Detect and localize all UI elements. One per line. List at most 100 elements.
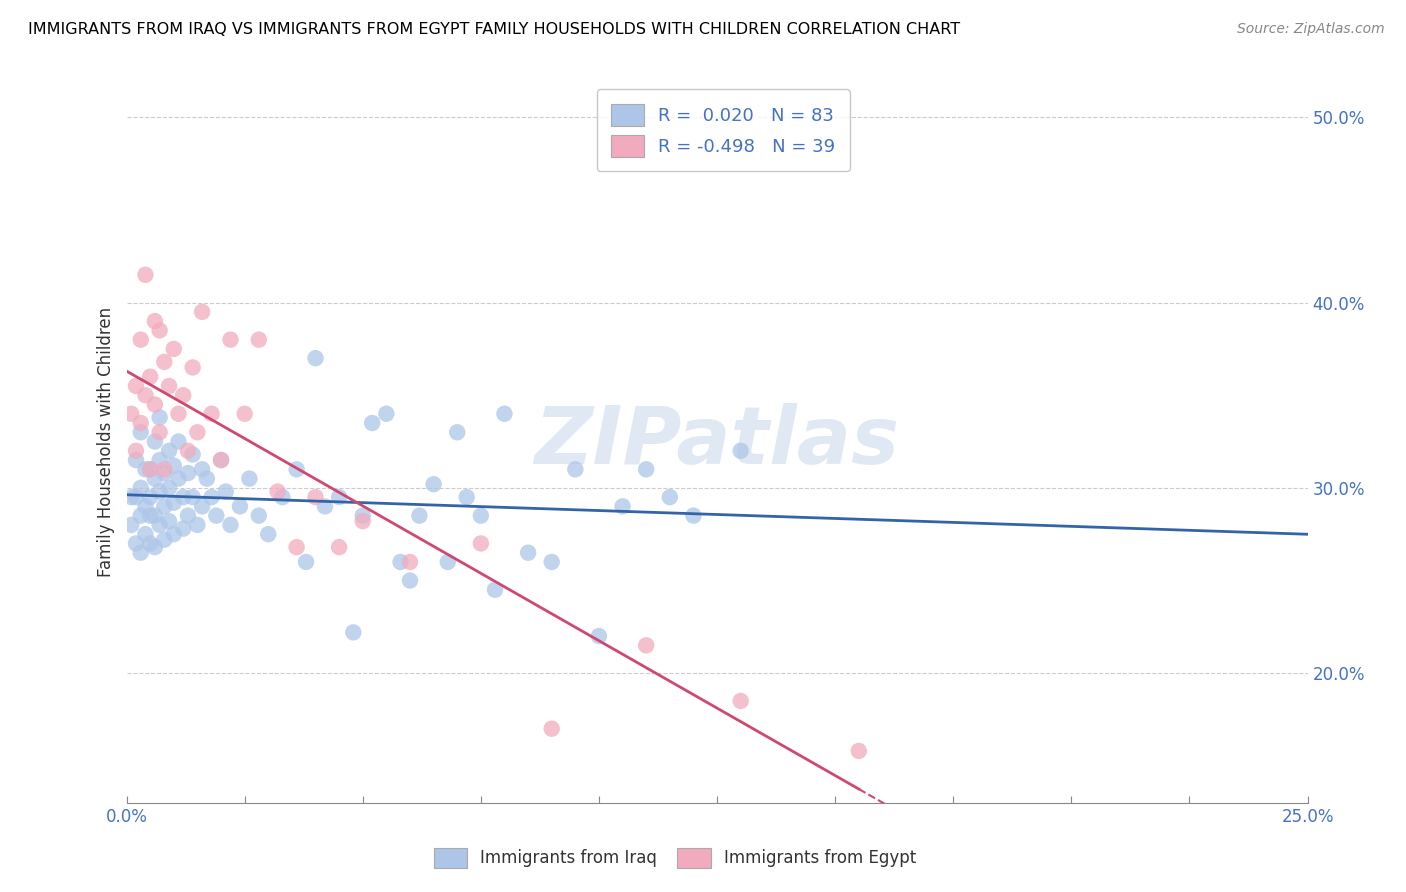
- Legend: R =  0.020   N = 83, R = -0.498   N = 39: R = 0.020 N = 83, R = -0.498 N = 39: [596, 89, 849, 171]
- Point: [163, 342, 186, 356]
- Point: [422, 477, 444, 491]
- Point: [129, 425, 152, 440]
- Point: [153, 533, 176, 547]
- Point: [177, 443, 200, 458]
- Point: [314, 500, 336, 514]
- Point: [408, 508, 430, 523]
- Point: [129, 508, 152, 523]
- Point: [285, 462, 308, 476]
- Point: [163, 527, 186, 541]
- Point: [588, 629, 610, 643]
- Point: [172, 490, 194, 504]
- Point: [682, 508, 704, 523]
- Point: [125, 379, 148, 393]
- Point: [157, 379, 180, 393]
- Point: [191, 500, 214, 514]
- Point: [186, 517, 208, 532]
- Point: [153, 466, 176, 480]
- Point: [470, 508, 492, 523]
- Point: [636, 462, 658, 476]
- Point: [399, 574, 422, 588]
- Text: IMMIGRANTS FROM IRAQ VS IMMIGRANTS FROM EGYPT FAMILY HOUSEHOLDS WITH CHILDREN CO: IMMIGRANTS FROM IRAQ VS IMMIGRANTS FROM …: [28, 22, 960, 37]
- Point: [219, 517, 242, 532]
- Point: [209, 453, 232, 467]
- Point: [730, 443, 752, 458]
- Point: [139, 369, 162, 384]
- Point: [215, 484, 238, 499]
- Point: [157, 443, 180, 458]
- Point: [636, 638, 658, 652]
- Point: [125, 443, 148, 458]
- Point: [484, 582, 506, 597]
- Point: [129, 481, 152, 495]
- Point: [125, 490, 148, 504]
- Point: [181, 448, 204, 462]
- Point: [328, 540, 350, 554]
- Point: [163, 496, 186, 510]
- Point: [328, 490, 350, 504]
- Point: [564, 462, 586, 476]
- Point: [139, 536, 162, 550]
- Point: [730, 694, 752, 708]
- Point: [157, 514, 180, 528]
- Point: [540, 722, 562, 736]
- Point: [181, 360, 204, 375]
- Point: [342, 625, 364, 640]
- Point: [125, 453, 148, 467]
- Point: [167, 472, 190, 486]
- Point: [229, 500, 252, 514]
- Point: [470, 536, 492, 550]
- Point: [247, 333, 270, 347]
- Point: [134, 527, 156, 541]
- Point: [191, 462, 214, 476]
- Point: [540, 555, 562, 569]
- Point: [172, 388, 194, 402]
- Point: [149, 517, 172, 532]
- Point: [143, 472, 166, 486]
- Point: [612, 500, 634, 514]
- Point: [191, 305, 214, 319]
- Point: [219, 333, 242, 347]
- Point: [209, 453, 232, 467]
- Point: [120, 517, 142, 532]
- Point: [153, 462, 176, 476]
- Point: [446, 425, 468, 440]
- Point: [352, 508, 374, 523]
- Point: [149, 484, 172, 499]
- Point: [285, 540, 308, 554]
- Point: [494, 407, 516, 421]
- Point: [181, 490, 204, 504]
- Y-axis label: Family Households with Children: Family Households with Children: [97, 307, 115, 576]
- Point: [167, 407, 190, 421]
- Point: [247, 508, 270, 523]
- Point: [200, 407, 222, 421]
- Text: ZIPatlas: ZIPatlas: [534, 402, 900, 481]
- Point: [257, 527, 280, 541]
- Point: [143, 434, 166, 449]
- Point: [456, 490, 478, 504]
- Point: [238, 472, 260, 486]
- Point: [267, 484, 290, 499]
- Point: [129, 333, 152, 347]
- Point: [134, 462, 156, 476]
- Point: [129, 416, 152, 430]
- Point: [658, 490, 681, 504]
- Point: [149, 410, 172, 425]
- Point: [143, 314, 166, 328]
- Point: [139, 508, 162, 523]
- Point: [134, 268, 156, 282]
- Point: [361, 416, 384, 430]
- Point: [125, 536, 148, 550]
- Point: [149, 323, 172, 337]
- Point: [157, 481, 180, 495]
- Point: [205, 508, 228, 523]
- Point: [120, 407, 142, 421]
- Point: [139, 490, 162, 504]
- Point: [177, 466, 200, 480]
- Point: [120, 490, 142, 504]
- Point: [195, 472, 218, 486]
- Point: [129, 546, 152, 560]
- Point: [436, 555, 458, 569]
- Point: [163, 458, 186, 473]
- Point: [389, 555, 412, 569]
